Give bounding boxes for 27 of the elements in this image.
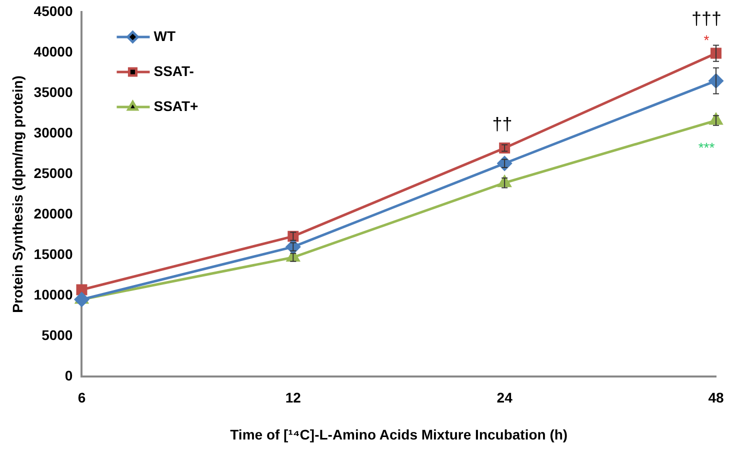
x-tick-label: 24 — [496, 390, 513, 406]
point — [497, 156, 512, 171]
annotation: ††† — [691, 8, 722, 28]
y-tick-label: 20000 — [34, 205, 73, 222]
legend-label: SSAT- — [154, 62, 194, 79]
y-tick-label: 0 — [64, 367, 73, 384]
y-tick-label: 40000 — [34, 43, 73, 60]
legend-label: WT — [154, 28, 176, 44]
point — [286, 240, 300, 254]
y-tick-label: 35000 — [34, 84, 73, 100]
y-axis-title: Protein Synthesis (dpm/mg protein) — [9, 76, 26, 313]
y-tick-label: 5000 — [42, 326, 73, 343]
annotation: †† — [492, 114, 512, 134]
point — [76, 284, 88, 296]
y-tick-label: 10000 — [34, 286, 73, 302]
point — [74, 292, 89, 307]
y-tick-label: 30000 — [34, 124, 73, 140]
annotation: * — [704, 32, 710, 48]
y-tick-label: 45000 — [34, 2, 73, 19]
legend-label: SSAT+ — [154, 98, 198, 114]
x-axis-title: Time of [¹⁴C]-L-Amino Acids Mixture Incubation (h) — [230, 426, 568, 442]
x-tick-label: 12 — [285, 390, 302, 406]
annotation: *** — [698, 140, 716, 156]
x-tick-label: 48 — [708, 390, 724, 406]
y-tick-label: 25000 — [34, 164, 73, 181]
x-tick-label: 6 — [78, 390, 86, 406]
y-tick-label: 15000 — [34, 246, 73, 262]
